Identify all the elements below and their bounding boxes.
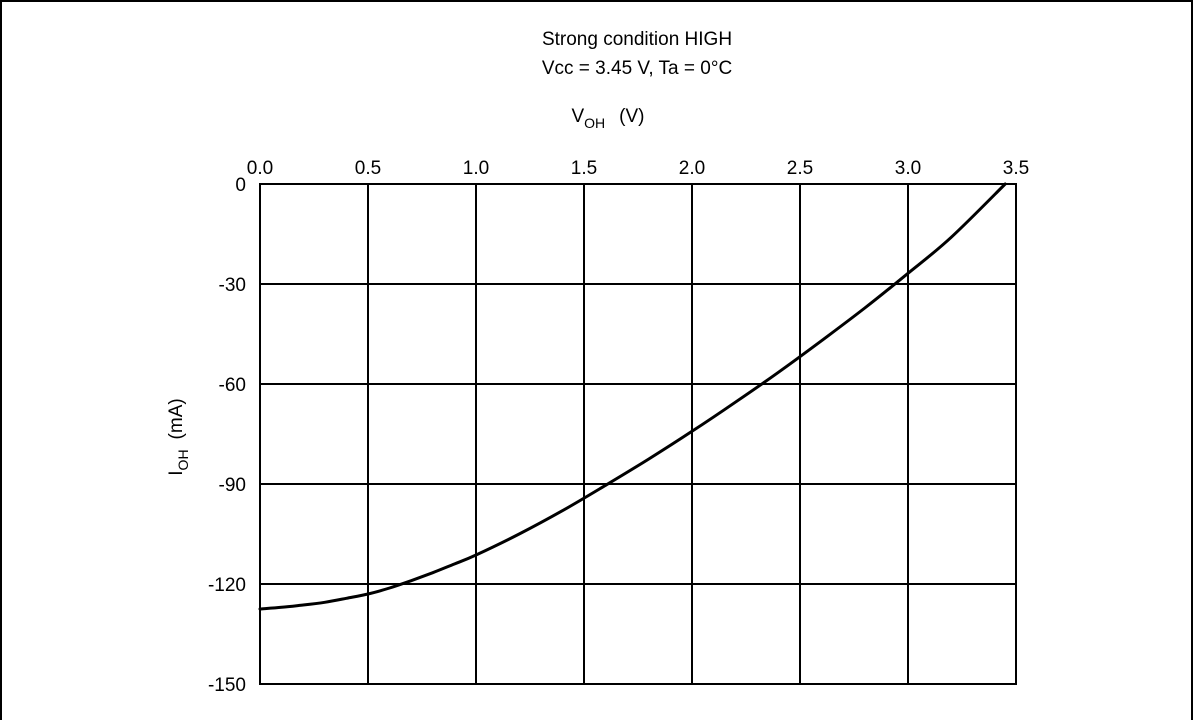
y-axis-label: IOH (mA) (166, 398, 191, 475)
y-tick-label: -90 (219, 475, 246, 496)
x-tick-label: 1.5 (571, 158, 597, 179)
chart-subtitle: Vcc = 3.45 V, Ta = 0°C (542, 58, 732, 79)
y-tick-label: -150 (208, 675, 246, 696)
x-tick-label: 3.0 (895, 158, 921, 179)
y-tick-label: -120 (208, 575, 246, 596)
y-axis-label-main: I (166, 470, 187, 475)
series-layer (258, 182, 1007, 611)
x-axis-label-unit: (V) (619, 106, 644, 127)
y-tick-label: 0 (235, 175, 246, 196)
svg-text:VOH(V): VOH (V) (571, 106, 644, 131)
chart-title: Strong condition HIGH (542, 29, 732, 50)
x-tick-label: 3.5 (1003, 158, 1029, 179)
plot-area-border (259, 183, 1017, 685)
y-axis-label-unit: (mA) (166, 398, 187, 439)
x-tick-labels: 0.0 0.5 1.0 1.5 2.0 2.5 3.0 3.5 (247, 158, 1029, 179)
x-tick-label: 2.5 (787, 158, 813, 179)
x-tick-label: 0.0 (247, 158, 273, 179)
x-axis-label-subscript: OH (584, 115, 605, 131)
svg-text:IOH(mA): IOH (mA) (166, 398, 191, 475)
y-axis-label-subscript: OH (175, 449, 191, 470)
y-tick-label: -30 (219, 275, 246, 296)
x-axis-label: VOH (V) (571, 106, 644, 131)
y-tick-labels: 0 -30 -60 -90 -120 -150 (208, 175, 246, 696)
x-axis-label-main: V (571, 106, 584, 127)
x-tick-label: 0.5 (355, 158, 381, 179)
x-tick-label: 1.0 (463, 158, 489, 179)
series-line (258, 182, 1007, 611)
x-tick-label: 2.0 (679, 158, 705, 179)
grid-lines (259, 183, 1017, 685)
y-tick-label: -60 (219, 375, 246, 396)
